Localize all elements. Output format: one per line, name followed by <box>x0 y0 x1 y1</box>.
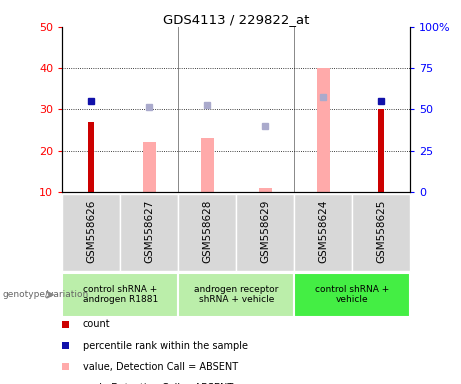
Bar <box>317 68 330 192</box>
Text: androgen receptor
shRNA + vehicle: androgen receptor shRNA + vehicle <box>194 285 278 305</box>
Bar <box>294 273 410 317</box>
Bar <box>178 273 294 317</box>
Text: control shRNA +
androgen R1881: control shRNA + androgen R1881 <box>83 285 158 305</box>
Bar <box>259 188 272 192</box>
Bar <box>294 194 352 271</box>
Bar <box>352 194 410 271</box>
Bar <box>236 194 294 271</box>
Text: count: count <box>83 319 111 329</box>
Bar <box>62 194 120 271</box>
Bar <box>143 142 156 192</box>
Text: GSM558629: GSM558629 <box>260 200 270 263</box>
Bar <box>89 122 94 192</box>
Text: genotype/variation: genotype/variation <box>2 290 89 299</box>
Bar <box>378 109 384 192</box>
Text: GSM558628: GSM558628 <box>202 200 212 263</box>
Bar <box>120 194 178 271</box>
Text: value, Detection Call = ABSENT: value, Detection Call = ABSENT <box>83 362 238 372</box>
Title: GDS4113 / 229822_at: GDS4113 / 229822_at <box>163 13 309 26</box>
Text: rank, Detection Call = ABSENT: rank, Detection Call = ABSENT <box>83 383 233 384</box>
Text: control shRNA +
vehicle: control shRNA + vehicle <box>315 285 390 305</box>
Text: GSM558625: GSM558625 <box>376 200 386 263</box>
Text: GSM558626: GSM558626 <box>86 200 96 263</box>
Text: percentile rank within the sample: percentile rank within the sample <box>83 341 248 351</box>
Bar <box>62 273 178 317</box>
Bar <box>178 194 236 271</box>
Text: GSM558627: GSM558627 <box>144 200 154 263</box>
Text: GSM558624: GSM558624 <box>318 200 328 263</box>
Bar <box>201 138 213 192</box>
